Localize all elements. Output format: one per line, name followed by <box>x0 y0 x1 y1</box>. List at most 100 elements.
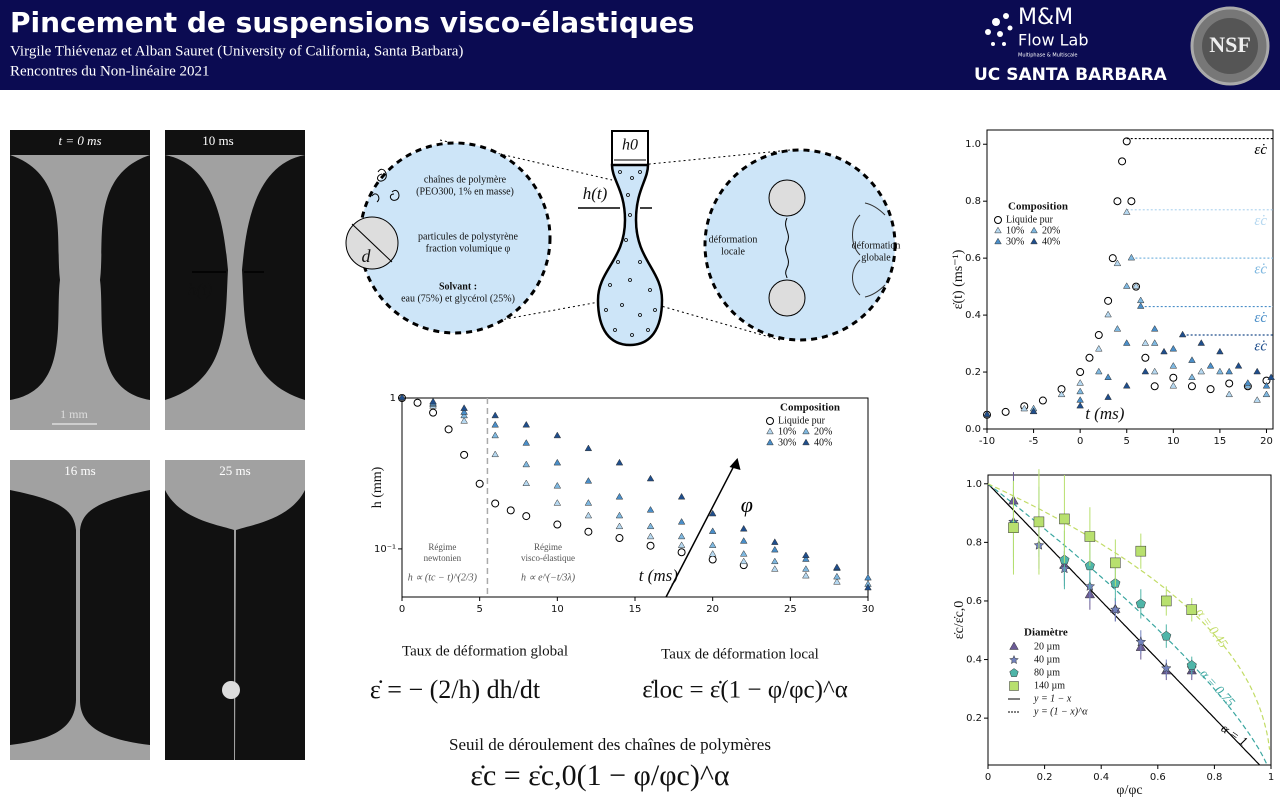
legend-label: 20 µm <box>1034 641 1060 652</box>
marker <box>677 541 686 548</box>
marker <box>1188 356 1196 363</box>
x-tick-label: 10 <box>1167 436 1180 447</box>
marker <box>1253 367 1261 375</box>
marker <box>1094 331 1103 340</box>
marker <box>491 411 499 419</box>
marker <box>1169 344 1178 352</box>
phi-arrow-head <box>729 458 741 471</box>
legend-marker <box>1030 237 1038 245</box>
marker <box>1076 379 1084 386</box>
legend-marker <box>1009 641 1019 650</box>
marker <box>1104 373 1112 380</box>
marker <box>983 410 991 417</box>
marker <box>1225 390 1233 398</box>
marker <box>615 534 624 543</box>
marker <box>1160 662 1172 673</box>
marker <box>1118 157 1127 166</box>
marker <box>460 408 468 415</box>
photo-label: 25 ms <box>219 463 250 478</box>
marker <box>1225 379 1234 388</box>
marker <box>1127 197 1136 206</box>
legend-marker <box>994 226 1002 234</box>
particles-label: fraction volumique φ <box>426 243 511 254</box>
marker <box>1225 367 1233 375</box>
marker <box>1059 513 1070 525</box>
title: Pincement de suspensions visco-élastique… <box>10 6 694 39</box>
x-tick-label: 0.6 <box>1150 772 1166 783</box>
annotation: newtonien <box>424 553 462 563</box>
marker <box>1113 325 1122 332</box>
legend-label: Liquide pur <box>778 415 826 426</box>
legend-marker <box>766 438 774 446</box>
marker <box>1135 636 1147 647</box>
marker <box>615 458 624 466</box>
fit-curve <box>987 483 1261 766</box>
marker <box>739 550 748 557</box>
legend-label: y = 1 − x <box>1033 693 1072 704</box>
marker <box>739 557 748 565</box>
marker <box>771 557 779 565</box>
marker <box>1178 330 1187 338</box>
marker <box>429 408 438 417</box>
marker <box>1169 373 1178 382</box>
fit-curve <box>987 483 1271 750</box>
y-tick-label: 0.0 <box>965 424 981 435</box>
particles-label: particules de polystyrène <box>418 231 519 242</box>
marker <box>802 555 810 562</box>
marker <box>864 583 872 591</box>
marker <box>677 548 686 557</box>
legend-marker <box>802 438 810 446</box>
marker <box>646 532 655 540</box>
marker <box>677 492 686 500</box>
marker <box>1008 522 1019 533</box>
marker <box>1141 367 1150 375</box>
x-tick-label: 5 <box>476 604 482 615</box>
marker <box>646 541 655 550</box>
marker <box>553 481 562 489</box>
y-tick-label: 1.0 <box>966 479 982 490</box>
marker <box>739 537 748 544</box>
marker <box>1216 347 1224 355</box>
marker <box>1150 324 1159 332</box>
y-axis-label: ε̇c/ε̇c,0 <box>952 601 967 640</box>
marker <box>522 460 531 468</box>
marker <box>506 506 515 515</box>
marker <box>833 572 841 580</box>
marker <box>677 517 686 525</box>
photo-label: t = 0 ms <box>58 133 101 148</box>
marker <box>522 512 531 521</box>
x-tick-label: 0 <box>399 604 405 615</box>
ht-label: h(t) <box>583 184 608 203</box>
marker <box>646 474 655 482</box>
marker <box>413 398 422 407</box>
marker <box>584 511 593 519</box>
x-axis-label: t (ms) <box>1085 404 1125 423</box>
marker <box>1186 604 1198 615</box>
legend-marker <box>994 216 1002 224</box>
legend-label: y = (1 − x)^α <box>1033 706 1088 717</box>
y-tick-label: 0.8 <box>966 537 982 548</box>
marker <box>646 522 655 530</box>
marker <box>1122 208 1131 215</box>
x-tick-label: 20 <box>1260 436 1273 447</box>
marker <box>491 420 499 428</box>
marker <box>1038 396 1047 405</box>
annotation: Régime <box>428 542 456 552</box>
marker <box>1076 387 1084 395</box>
y-tick-label: 0.4 <box>965 310 981 321</box>
marker <box>1132 282 1140 289</box>
legend-label: 30% <box>778 437 796 448</box>
marker <box>1122 381 1131 389</box>
phi-arrow <box>665 464 736 598</box>
equation-title: Seuil de déroulement des chaînes de poly… <box>449 735 771 754</box>
x-axis-label: φ/φc <box>1116 783 1142 798</box>
marker <box>1122 282 1131 289</box>
polymer-label: chaînes de polymère <box>424 174 507 185</box>
legend-label: 40% <box>814 437 832 448</box>
legend-label: 10% <box>778 426 796 437</box>
x-tick-label: 15 <box>629 604 642 615</box>
marker <box>1084 531 1096 542</box>
marker <box>739 524 748 532</box>
marker <box>1216 367 1224 375</box>
